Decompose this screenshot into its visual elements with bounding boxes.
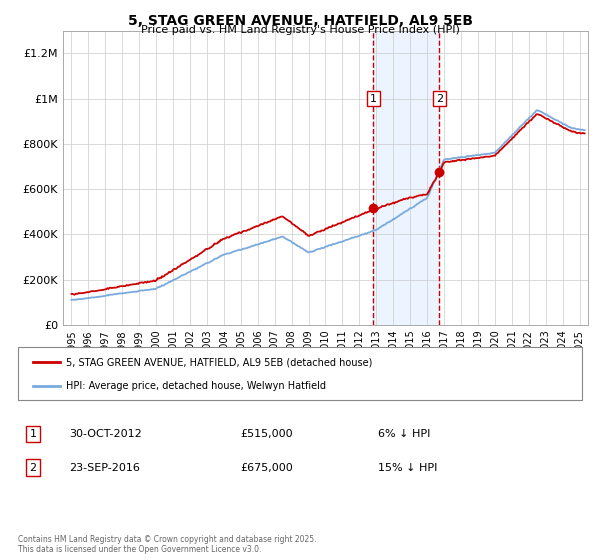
Text: 15% ↓ HPI: 15% ↓ HPI xyxy=(378,463,437,473)
Text: 1: 1 xyxy=(29,429,37,439)
Text: Price paid vs. HM Land Registry's House Price Index (HPI): Price paid vs. HM Land Registry's House … xyxy=(140,25,460,35)
Text: 23-SEP-2016: 23-SEP-2016 xyxy=(69,463,140,473)
Text: 2: 2 xyxy=(29,463,37,473)
Text: 6% ↓ HPI: 6% ↓ HPI xyxy=(378,429,430,439)
Text: 2: 2 xyxy=(436,94,443,104)
Text: 1: 1 xyxy=(370,94,377,104)
Text: HPI: Average price, detached house, Welwyn Hatfield: HPI: Average price, detached house, Welw… xyxy=(66,380,326,390)
Text: 30-OCT-2012: 30-OCT-2012 xyxy=(69,429,142,439)
Text: 5, STAG GREEN AVENUE, HATFIELD, AL9 5EB: 5, STAG GREEN AVENUE, HATFIELD, AL9 5EB xyxy=(128,14,473,28)
Text: £675,000: £675,000 xyxy=(240,463,293,473)
Text: Contains HM Land Registry data © Crown copyright and database right 2025.
This d: Contains HM Land Registry data © Crown c… xyxy=(18,535,317,554)
Text: 5, STAG GREEN AVENUE, HATFIELD, AL9 5EB (detached house): 5, STAG GREEN AVENUE, HATFIELD, AL9 5EB … xyxy=(66,357,373,367)
Bar xyxy=(373,31,439,325)
Text: £515,000: £515,000 xyxy=(240,429,293,439)
